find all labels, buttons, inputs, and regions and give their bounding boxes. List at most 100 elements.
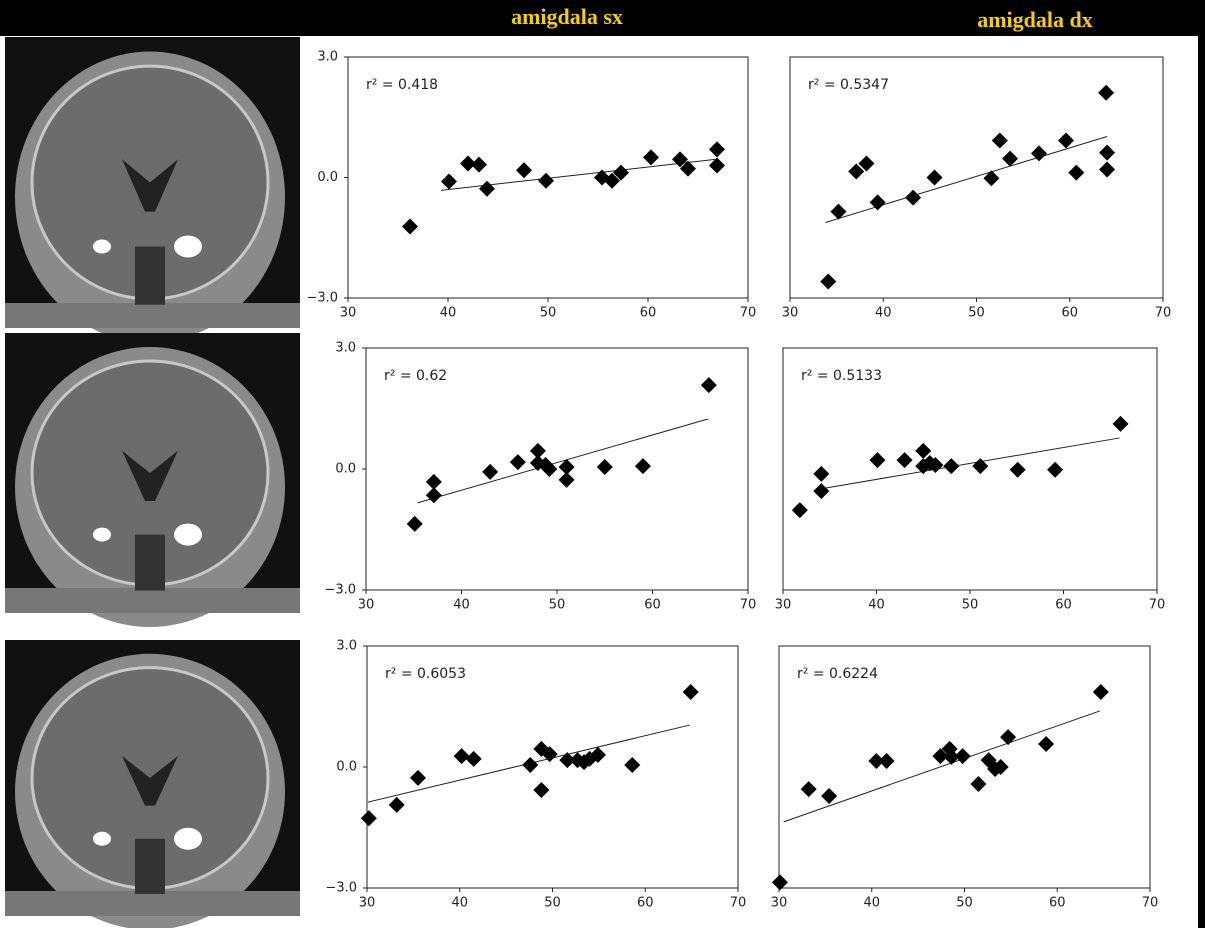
data-point [821, 788, 838, 805]
data-point [1068, 164, 1085, 181]
data-point [820, 273, 837, 290]
x-tick-label: 50 [540, 306, 557, 321]
data-point [558, 458, 575, 475]
data-point [482, 463, 499, 480]
data-point [771, 874, 788, 891]
data-point [813, 465, 830, 482]
data-point [460, 155, 476, 172]
data-point [406, 515, 423, 532]
x-tick-label: 40 [453, 598, 470, 613]
data-point [1047, 461, 1064, 478]
annotation: r² = 0.6224 [797, 666, 878, 682]
data-point [558, 471, 575, 488]
data-point [559, 752, 576, 769]
roi [174, 235, 202, 258]
header-bar [0, 0, 1205, 36]
data-point [541, 461, 558, 477]
data-point [972, 458, 989, 475]
data-point [848, 163, 865, 180]
x-tick-label: 40 [440, 306, 457, 321]
data-point [479, 180, 495, 197]
data-point [441, 173, 457, 190]
plot-frame [778, 645, 1151, 889]
annotation: r² = 0.6053 [385, 666, 466, 682]
data-point [1098, 84, 1115, 101]
data-point [813, 483, 830, 500]
x-tick-label: 60 [644, 598, 661, 613]
x-tick-label: 40 [875, 306, 892, 321]
data-point [1009, 461, 1026, 478]
right-border [1198, 0, 1205, 928]
data-point [709, 157, 725, 174]
roi [174, 827, 202, 850]
data-point [1092, 683, 1109, 700]
data-point [425, 487, 442, 504]
trend-line [417, 418, 709, 504]
y-tick-label: −3.0 [325, 881, 357, 896]
x-tick-label: 60 [1049, 896, 1066, 911]
x-tick-label: 50 [544, 896, 561, 911]
data-point [522, 756, 539, 773]
brain-images [5, 37, 300, 928]
data-point [868, 752, 885, 769]
x-tick-label: 70 [740, 598, 757, 613]
y-tick-label: 0.0 [335, 462, 356, 477]
data-point [1002, 150, 1019, 167]
data-point [634, 458, 651, 475]
y-tick-label: 0.0 [317, 170, 338, 185]
data-point [869, 452, 886, 469]
data-point [541, 746, 558, 763]
data-point [672, 151, 688, 168]
x-tick-label: 30 [358, 598, 375, 613]
annotation: r² = 0.5133 [801, 368, 882, 384]
x-tick-label: 40 [863, 896, 880, 911]
neck [5, 303, 300, 328]
data-point [905, 189, 922, 206]
column-header: amigdala dx [977, 7, 1093, 32]
y-tick-label: −3.0 [306, 291, 338, 306]
roi [93, 239, 111, 254]
y-tick-label: 3.0 [317, 50, 338, 65]
ventricle [122, 755, 178, 806]
y-tick-label: 3.0 [335, 341, 356, 356]
brainstem [135, 534, 165, 591]
data-point [516, 162, 532, 179]
data-point [1058, 132, 1075, 149]
data-point [926, 169, 943, 186]
data-point [709, 141, 725, 158]
x-tick-label: 50 [968, 306, 985, 321]
data-point [643, 149, 659, 166]
data-point [830, 203, 847, 220]
data-point [896, 452, 913, 469]
data-point [589, 746, 606, 763]
data-point [533, 781, 550, 798]
x-tick-label: 60 [1061, 306, 1078, 321]
data-point [700, 377, 717, 394]
data-point [388, 796, 405, 813]
annotation: r² = 0.62 [384, 368, 447, 384]
data-point [791, 502, 808, 519]
data-point [869, 194, 886, 211]
data-point [680, 160, 696, 177]
x-tick-label: 30 [775, 598, 792, 613]
data-point [1112, 415, 1129, 432]
data-point [932, 748, 949, 765]
data-point [983, 170, 1000, 187]
data-point [453, 748, 470, 765]
x-tick-label: 60 [640, 306, 657, 321]
ventricle [122, 159, 178, 212]
data-point [596, 458, 613, 475]
data-point [604, 172, 620, 189]
ventricle [122, 450, 178, 501]
data-point [878, 752, 895, 769]
x-tick-label: 70 [740, 306, 757, 321]
data-point [402, 218, 418, 235]
roi [174, 523, 202, 546]
x-tick-label: 60 [1055, 598, 1072, 613]
data-point [425, 473, 442, 490]
annotation: r² = 0.418 [366, 77, 438, 93]
x-tick-label: 70 [730, 896, 747, 911]
data-point [800, 781, 817, 798]
data-point [613, 164, 629, 181]
data-point [682, 683, 699, 700]
